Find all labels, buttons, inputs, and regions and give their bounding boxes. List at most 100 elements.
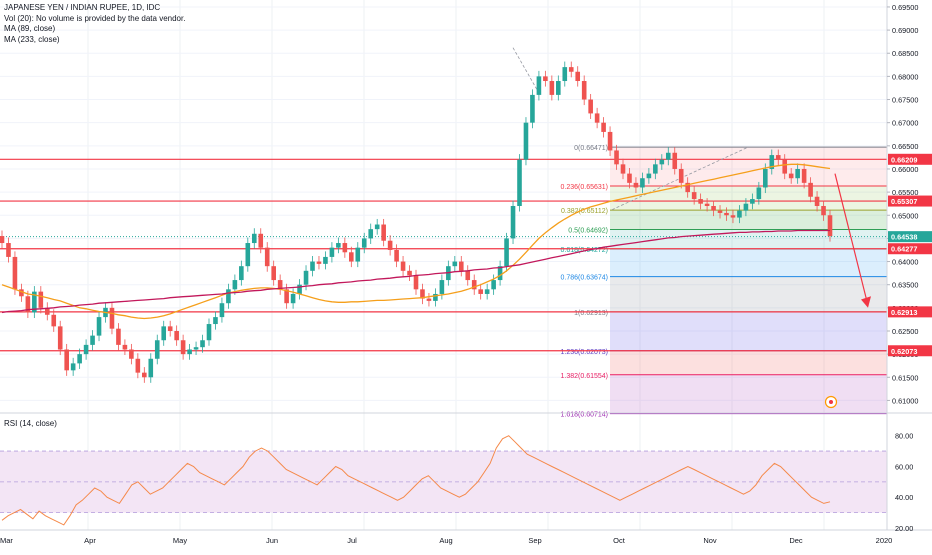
candle-80[interactable] xyxy=(517,159,522,206)
candle-94[interactable] xyxy=(607,131,613,151)
candle-9[interactable] xyxy=(57,326,63,350)
candle-116[interactable] xyxy=(750,199,755,204)
candle-55[interactable] xyxy=(355,247,361,262)
candle-95[interactable] xyxy=(614,150,619,165)
forecast-arrow[interactable] xyxy=(834,173,869,306)
candle-82[interactable] xyxy=(530,94,535,123)
candle-89[interactable] xyxy=(575,71,581,82)
price-level-badge-1[interactable] xyxy=(888,195,932,207)
candle-76[interactable] xyxy=(491,280,496,290)
candle-22[interactable] xyxy=(142,372,147,378)
price-level-badge-3[interactable] xyxy=(888,306,932,318)
candle-6[interactable] xyxy=(38,291,44,308)
candle-81[interactable] xyxy=(523,122,529,160)
candle-67[interactable] xyxy=(433,293,438,301)
candle-15[interactable] xyxy=(96,317,102,336)
candle-83[interactable] xyxy=(536,76,542,95)
candle-77[interactable] xyxy=(497,266,503,281)
candle-19[interactable] xyxy=(122,344,128,350)
candle-13[interactable] xyxy=(83,344,89,355)
candle-47[interactable] xyxy=(303,270,309,285)
candle-46[interactable] xyxy=(297,284,302,294)
candle-125[interactable] xyxy=(808,182,813,197)
candle-51[interactable] xyxy=(329,247,335,257)
symbol-title[interactable]: JAPANESE YEN / INDIAN RUPEE, 1D, IDC xyxy=(4,3,161,12)
candle-88[interactable] xyxy=(568,67,574,72)
candle-17[interactable] xyxy=(109,307,115,329)
candle-1[interactable] xyxy=(6,243,11,257)
candle-97[interactable] xyxy=(627,173,632,183)
candle-39[interactable] xyxy=(251,233,257,244)
candle-87[interactable] xyxy=(562,67,568,82)
candle-4[interactable] xyxy=(25,296,31,313)
candle-107[interactable] xyxy=(691,192,697,200)
candle-27[interactable] xyxy=(174,330,179,341)
candle-58[interactable] xyxy=(374,224,380,230)
candle-109[interactable] xyxy=(704,203,710,206)
candle-75[interactable] xyxy=(484,289,490,294)
candle-3[interactable] xyxy=(19,289,24,297)
price-level-badge-4[interactable] xyxy=(888,345,932,357)
candle-40[interactable] xyxy=(258,233,264,248)
candle-49[interactable] xyxy=(316,261,322,264)
ma89-indicator-label[interactable]: MA (89, close) xyxy=(4,24,56,33)
candle-100[interactable] xyxy=(646,173,652,179)
candle-23[interactable] xyxy=(148,358,154,378)
candle-98[interactable] xyxy=(633,182,639,188)
candle-104[interactable] xyxy=(672,152,678,169)
candle-91[interactable] xyxy=(588,99,593,114)
candle-53[interactable] xyxy=(342,243,348,253)
candle-33[interactable] xyxy=(213,317,218,325)
candle-48[interactable] xyxy=(310,261,315,271)
rsi-line[interactable] xyxy=(1,435,831,526)
candle-127[interactable] xyxy=(821,206,826,216)
candle-60[interactable] xyxy=(387,240,393,250)
candle-24[interactable] xyxy=(154,340,160,359)
candle-35[interactable] xyxy=(226,289,231,304)
ma233-line[interactable] xyxy=(1,229,830,314)
candle-121[interactable] xyxy=(782,159,788,174)
candle-25[interactable] xyxy=(161,326,167,341)
candle-52[interactable] xyxy=(336,243,341,248)
candle-92[interactable] xyxy=(594,113,600,123)
candle-28[interactable] xyxy=(180,340,186,355)
candle-42[interactable] xyxy=(271,266,276,281)
candle-68[interactable] xyxy=(439,280,445,294)
candle-111[interactable] xyxy=(717,210,723,213)
candle-14[interactable] xyxy=(90,335,95,345)
candle-126[interactable] xyxy=(814,196,820,206)
candle-10[interactable] xyxy=(64,349,69,371)
candle-124[interactable] xyxy=(801,168,807,183)
candle-115[interactable] xyxy=(743,203,749,211)
candle-73[interactable] xyxy=(471,280,477,290)
price-level-badge-0[interactable] xyxy=(888,153,932,165)
candle-57[interactable] xyxy=(368,229,374,239)
candle-66[interactable] xyxy=(426,298,432,301)
candle-122[interactable] xyxy=(788,173,794,179)
candle-128[interactable] xyxy=(827,215,833,237)
candle-93[interactable] xyxy=(601,122,606,132)
candle-101[interactable] xyxy=(653,164,658,174)
ma89-line[interactable] xyxy=(1,163,831,320)
candle-64[interactable] xyxy=(413,275,419,290)
candle-5[interactable] xyxy=(32,291,37,313)
candle-18[interactable] xyxy=(116,328,121,345)
candle-119[interactable] xyxy=(769,155,775,169)
candle-11[interactable] xyxy=(70,363,76,371)
rsi-indicator-label[interactable]: RSI (14, close) xyxy=(4,419,57,428)
last-price-badge[interactable] xyxy=(888,231,932,243)
candle-32[interactable] xyxy=(206,324,212,341)
candle-50[interactable] xyxy=(323,256,328,264)
candle-78[interactable] xyxy=(504,238,509,267)
candle-37[interactable] xyxy=(239,266,244,281)
volume-indicator-label[interactable]: Vol (20): No volume is provided by the d… xyxy=(4,13,186,23)
ma233-indicator-label[interactable]: MA (233, close) xyxy=(4,34,60,44)
candle-86[interactable] xyxy=(556,81,561,95)
candle-26[interactable] xyxy=(167,326,173,331)
candle-44[interactable] xyxy=(284,289,289,304)
candle-72[interactable] xyxy=(465,270,471,281)
trend-line-1[interactable] xyxy=(512,47,541,96)
candle-7[interactable] xyxy=(44,307,50,315)
candle-79[interactable] xyxy=(510,206,516,239)
